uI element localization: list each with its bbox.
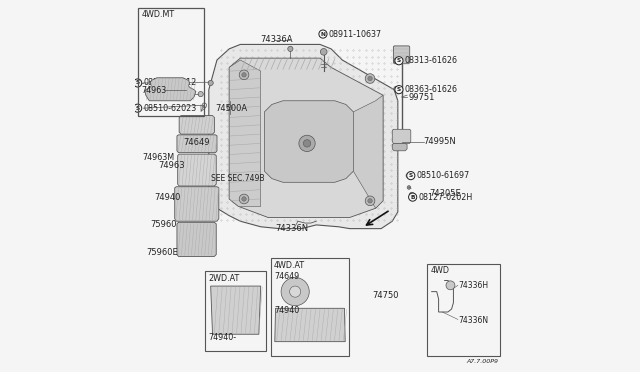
Circle shape <box>365 74 375 83</box>
Polygon shape <box>229 60 260 206</box>
Text: S: S <box>397 87 401 92</box>
Text: 74336A: 74336A <box>260 35 293 44</box>
Circle shape <box>303 140 311 147</box>
Text: 74336N: 74336N <box>458 316 488 325</box>
Bar <box>138 8 204 116</box>
Bar <box>428 264 500 356</box>
Text: 08911-10637: 08911-10637 <box>328 29 381 39</box>
Polygon shape <box>177 135 217 153</box>
Circle shape <box>134 79 141 87</box>
Polygon shape <box>394 46 410 64</box>
Circle shape <box>288 46 293 51</box>
Polygon shape <box>178 154 216 186</box>
Text: A7.7.00P9: A7.7.00P9 <box>466 359 498 364</box>
Text: B: B <box>410 195 415 200</box>
Polygon shape <box>175 187 219 221</box>
Circle shape <box>365 196 375 206</box>
Circle shape <box>134 104 141 112</box>
Polygon shape <box>145 78 196 101</box>
Circle shape <box>406 173 410 178</box>
Text: 74940: 74940 <box>274 306 300 315</box>
Text: S: S <box>397 58 401 63</box>
Text: SEE SEC.749B: SEE SEC.749B <box>211 174 264 183</box>
Text: 08510-62023: 08510-62023 <box>143 104 196 113</box>
Circle shape <box>368 199 372 203</box>
Text: 4WD.MT: 4WD.MT <box>141 10 175 19</box>
Text: S: S <box>409 173 413 178</box>
Text: 74963J: 74963J <box>163 90 190 99</box>
Circle shape <box>281 278 309 306</box>
Circle shape <box>407 186 411 189</box>
Text: 08543-62012: 08543-62012 <box>143 78 196 87</box>
Bar <box>271 258 349 356</box>
Polygon shape <box>275 308 345 341</box>
Text: 74649: 74649 <box>183 138 209 147</box>
Circle shape <box>242 73 246 77</box>
Text: 08313-61626: 08313-61626 <box>404 56 458 65</box>
Circle shape <box>242 197 246 201</box>
Text: 74750: 74750 <box>372 291 398 300</box>
Text: 74940: 74940 <box>154 193 180 202</box>
Text: 74305E: 74305E <box>429 189 461 198</box>
Circle shape <box>395 57 403 65</box>
Circle shape <box>198 92 204 97</box>
Text: 74963: 74963 <box>141 86 166 95</box>
Polygon shape <box>229 58 383 218</box>
Circle shape <box>227 105 232 110</box>
Circle shape <box>446 281 455 290</box>
Circle shape <box>321 48 327 55</box>
Text: 4WD.AT: 4WD.AT <box>274 260 305 270</box>
Text: 08363-61626: 08363-61626 <box>404 85 458 94</box>
Polygon shape <box>179 116 214 134</box>
Text: 74500A: 74500A <box>216 104 248 113</box>
Circle shape <box>410 192 415 198</box>
Text: 74963M: 74963M <box>142 153 174 161</box>
Text: S: S <box>136 106 140 111</box>
Text: 75960: 75960 <box>150 221 177 230</box>
Text: 74336N: 74336N <box>276 224 308 233</box>
Text: S: S <box>136 80 140 86</box>
Circle shape <box>239 194 249 204</box>
Circle shape <box>208 80 213 86</box>
Text: 99751: 99751 <box>409 93 435 102</box>
Text: 74963: 74963 <box>159 161 186 170</box>
Circle shape <box>368 76 372 81</box>
Polygon shape <box>264 101 353 182</box>
Text: 08127-0202H: 08127-0202H <box>418 193 472 202</box>
Text: 4WD: 4WD <box>431 266 449 275</box>
Polygon shape <box>392 129 411 143</box>
Polygon shape <box>177 222 216 256</box>
Circle shape <box>394 58 399 63</box>
Circle shape <box>394 86 399 92</box>
Text: 08510-61697: 08510-61697 <box>417 171 470 180</box>
Circle shape <box>319 30 327 38</box>
Text: 2WD.AT: 2WD.AT <box>208 273 239 282</box>
Text: 74995N: 74995N <box>424 137 456 146</box>
Polygon shape <box>392 143 407 151</box>
Polygon shape <box>209 44 398 229</box>
Circle shape <box>408 193 417 201</box>
Text: 74649: 74649 <box>274 272 300 280</box>
Circle shape <box>239 70 249 80</box>
Circle shape <box>395 86 403 94</box>
Text: N: N <box>321 32 325 36</box>
Text: 75960E: 75960E <box>146 248 177 257</box>
Circle shape <box>299 135 315 151</box>
Polygon shape <box>211 286 260 334</box>
Text: 74336H: 74336H <box>458 281 488 290</box>
Bar <box>205 271 266 351</box>
Polygon shape <box>353 95 383 208</box>
Circle shape <box>407 171 415 180</box>
Circle shape <box>290 286 301 297</box>
Text: 74940-: 74940- <box>208 333 236 342</box>
